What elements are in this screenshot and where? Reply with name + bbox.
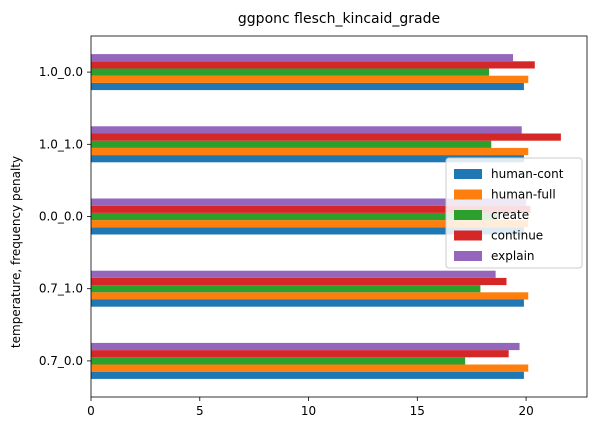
plot-frame <box>90 35 588 398</box>
bar-create-1.0_0.0 <box>91 68 490 76</box>
legend-swatch-human-full <box>454 189 482 200</box>
y-tick-label: 1.0_0.0 <box>39 65 83 79</box>
x-ticks: 0 5 10 15 20 <box>87 397 534 418</box>
x-tick-label: 5 <box>196 404 204 418</box>
y-tick-label: 0.0_0.0 <box>39 210 83 224</box>
legend-swatch-explain <box>454 251 482 261</box>
y-axis-label: temperature, frequency penalty <box>9 156 23 348</box>
legend-label-explain: explain <box>491 249 535 263</box>
y-tick-label: 0.7_0.0 <box>39 354 83 368</box>
bar-create-1.0_1.0 <box>91 140 492 148</box>
bar-explain-0.7_1.0 <box>91 270 496 278</box>
bar-human-full-0.7_0.0 <box>91 364 529 372</box>
bars-layer <box>91 54 561 379</box>
legend-swatch-human-cont <box>454 169 482 179</box>
bar-continue-1.0_0.0 <box>91 61 535 69</box>
legend-label-create: create <box>491 208 529 222</box>
bar-human-full-0.7_1.0 <box>91 292 529 300</box>
bar-create-0.7_0.0 <box>91 357 466 365</box>
bar-create-0.0_0.0 <box>91 212 498 221</box>
bar-continue-0.7_0.0 <box>91 350 509 358</box>
bar-explain-1.0_1.0 <box>91 126 522 134</box>
chart-title: ggponc flesch_kincaid_grade <box>238 11 440 27</box>
legend-label-continue: continue <box>491 229 543 243</box>
bar-explain-0.0_0.0 <box>91 198 527 206</box>
x-tick-label: 0 <box>87 404 95 418</box>
bar-human-cont-1.0_1.0 <box>91 155 524 163</box>
bar-create-0.7_1.0 <box>91 285 481 293</box>
x-tick-label: 10 <box>301 404 316 418</box>
y-ticks: 1.0_0.0 1.0_1.0 0.0_0.0 0.7_1.0 0.7_0.0 <box>39 65 91 368</box>
bar-continue-0.0_0.0 <box>91 205 531 213</box>
x-tick-label: 20 <box>518 404 533 418</box>
bar-explain-0.7_0.0 <box>91 342 520 351</box>
bar-human-cont-1.0_0.0 <box>91 82 524 91</box>
legend-label-human-cont: human-cont <box>491 167 564 181</box>
bar-human-cont-0.0_0.0 <box>91 227 524 235</box>
legend-label-human-full: human-full <box>491 188 556 202</box>
bar-human-full-0.0_0.0 <box>91 220 529 228</box>
bar-continue-1.0_1.0 <box>91 133 561 141</box>
bar-human-cont-0.7_1.0 <box>91 299 524 307</box>
y-tick-label: 1.0_1.0 <box>39 137 83 151</box>
legend-swatch-create <box>454 210 482 220</box>
x-tick-label: 15 <box>410 404 425 418</box>
bar-human-full-1.0_0.0 <box>91 75 529 83</box>
bar-human-full-1.0_1.0 <box>91 147 529 156</box>
bar-continue-0.7_1.0 <box>91 277 507 286</box>
bar-explain-1.0_0.0 <box>91 54 514 62</box>
y-tick-label: 0.7_1.0 <box>39 282 83 296</box>
bar-human-cont-0.7_0.0 <box>91 371 524 379</box>
legend: human-cont human-full create continue explai… <box>445 157 583 269</box>
legend-swatch-continue <box>454 230 482 241</box>
